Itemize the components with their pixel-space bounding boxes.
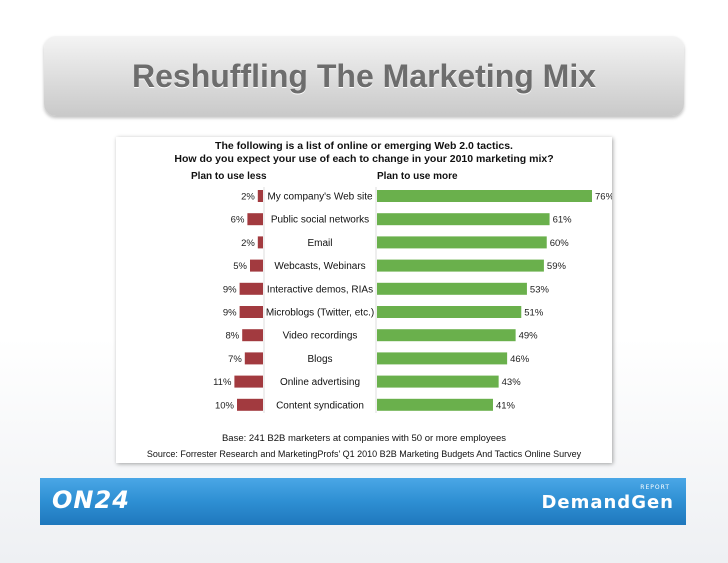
category-label: Blogs [307, 354, 332, 365]
less-bar [239, 306, 263, 318]
category-label: Video recordings [283, 331, 358, 342]
less-bar [257, 190, 263, 202]
more-bar [377, 352, 508, 365]
more-value-label: 61% [553, 215, 573, 226]
title-bar: Reshuffling The Marketing Mix [44, 36, 684, 116]
less-bar [247, 213, 263, 226]
base-note: Base: 241 B2B marketers at companies wit… [222, 433, 506, 444]
more-bar [377, 329, 516, 342]
less-value-label: 2% [241, 192, 255, 203]
footer-bar: ON24 REPORT DemandGen [40, 478, 686, 525]
less-value-label: 10% [215, 400, 235, 411]
more-bar [377, 236, 547, 249]
more-bar [377, 190, 592, 202]
category-label: Email [307, 238, 332, 249]
more-bar [377, 375, 499, 388]
less-bar [244, 352, 263, 365]
more-value-label: 60% [550, 238, 570, 249]
category-label: Microblogs (Twitter, etc.) [266, 308, 374, 319]
demandgen-logo-text: DemandGen [541, 492, 674, 513]
less-value-label: 9% [223, 284, 237, 295]
less-bar [250, 259, 263, 272]
source-note: Source: Forrester Research and Marketing… [147, 449, 582, 459]
more-value-label: 59% [547, 261, 567, 272]
more-value-label: 51% [524, 308, 544, 319]
more-bar [377, 398, 493, 411]
less-bar [257, 236, 263, 249]
category-label: Interactive demos, RIAs [267, 284, 373, 295]
right-column-header: Plan to use more [377, 171, 458, 182]
more-value-label: 43% [502, 377, 522, 388]
less-bar [234, 375, 263, 388]
category-label: Webcasts, Webinars [274, 261, 365, 272]
less-value-label: 9% [223, 308, 237, 319]
more-bar [377, 259, 544, 272]
demandgen-logo-sup: REPORT [640, 484, 670, 491]
less-bar [239, 282, 263, 295]
demandgen-logo: REPORT DemandGen [524, 484, 674, 518]
less-value-label: 8% [225, 331, 239, 342]
less-value-label: 7% [228, 354, 242, 365]
less-value-label: 5% [233, 261, 247, 272]
on24-logo: ON24 [52, 486, 130, 514]
more-bar [377, 282, 527, 295]
category-label: My company's Web site [267, 192, 373, 203]
more-value-label: 46% [510, 354, 530, 365]
more-value-label: 49% [519, 331, 539, 342]
more-value-label: 76% [595, 192, 612, 203]
slide-title: Reshuffling The Marketing Mix [131, 58, 597, 94]
category-label: Content syndication [276, 400, 364, 411]
chart-subtitle: How do you expect your use of each to ch… [174, 153, 553, 165]
category-label: Public social networks [271, 215, 369, 226]
chart-panel: The following is a list of online or eme… [116, 137, 612, 463]
left-column-header: Plan to use less [191, 171, 267, 182]
more-bar [377, 306, 522, 318]
diverging-bar-chart: The following is a list of online or eme… [147, 140, 612, 459]
more-value-label: 41% [496, 400, 516, 411]
less-value-label: 6% [231, 215, 245, 226]
more-value-label: 53% [530, 284, 550, 295]
less-value-label: 11% [213, 377, 232, 388]
category-label: Online advertising [280, 377, 360, 388]
chart-title: The following is a list of online or eme… [215, 140, 513, 152]
less-value-label: 2% [241, 238, 255, 249]
less-bar [242, 329, 263, 342]
more-bar [377, 213, 550, 226]
less-bar [237, 398, 263, 411]
